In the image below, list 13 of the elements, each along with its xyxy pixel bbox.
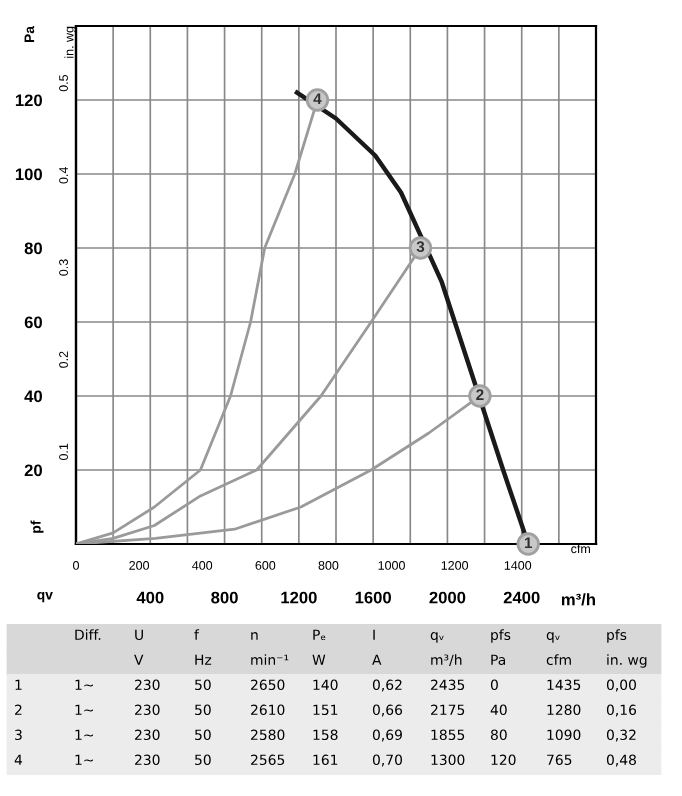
x-tick-label: 800 — [211, 591, 238, 604]
y-tick-label: 120 — [15, 94, 42, 107]
y-tick-label: 100 — [15, 168, 42, 181]
y-tick-label: 20 — [24, 464, 42, 477]
y-tick-label: 60 — [24, 316, 42, 329]
x-tick-label: 400 — [136, 591, 164, 604]
x-tick-label: 2400 — [503, 591, 540, 604]
x-tick-label: 2000 — [429, 591, 466, 604]
x-tick-label: 1600 — [355, 591, 391, 604]
x-axis-title: m³/h — [561, 593, 595, 606]
x-tick-label: 1200 — [281, 591, 317, 604]
y-tick-label: 80 — [24, 242, 42, 255]
y-tick-label: 40 — [24, 390, 42, 403]
